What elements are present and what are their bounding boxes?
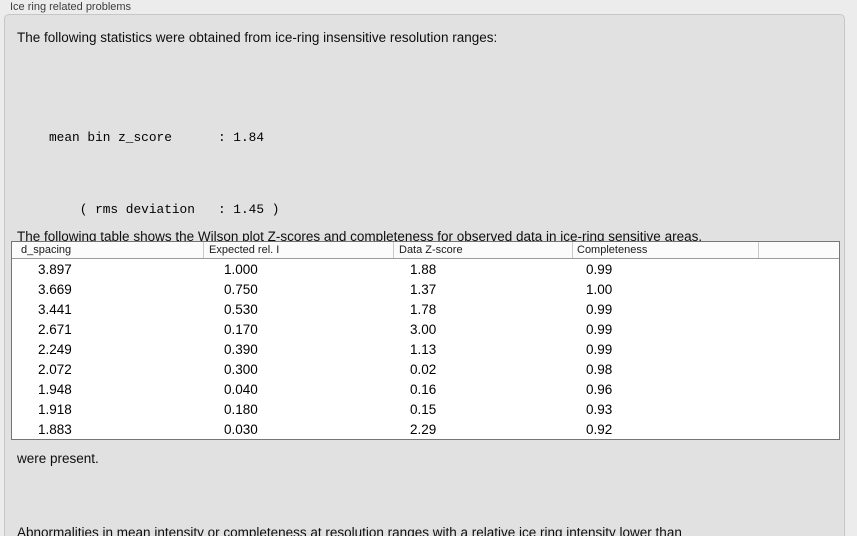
cell-expected-rel-i: 0.030 [224, 421, 258, 437]
table-row[interactable]: 2.249 0.390 1.13 0.99 [12, 339, 839, 359]
ice-ring-panel: The following statistics were obtained f… [4, 14, 845, 536]
stats-line: mean bin z_score : 1.84 [49, 130, 265, 145]
cell-expected-rel-i: 0.750 [224, 281, 258, 297]
ignore-note-text: Abnormalities in mean intensity or compl… [17, 450, 682, 536]
description-line: were present. [17, 451, 99, 466]
table-header-row: d_spacing Expected rel. I Data Z-score C… [12, 242, 839, 259]
cell-data-z-score: 0.02 [410, 361, 437, 377]
cell-data-z-score: 1.37 [410, 281, 437, 297]
cell-d-spacing: 1.883 [38, 421, 72, 437]
cell-data-z-score: 1.88 [410, 261, 437, 277]
cell-data-z-score: 1.78 [410, 301, 437, 317]
column-header-completeness[interactable]: Completeness [573, 242, 759, 258]
cell-completeness: 0.99 [586, 321, 613, 337]
table-row[interactable]: 3.669 0.750 1.37 1.00 [12, 279, 839, 299]
table-row[interactable]: 2.072 0.300 0.02 0.98 [12, 359, 839, 379]
intro-text: The following statistics were obtained f… [17, 30, 498, 45]
stats-line: ( rms deviation : 1.45 ) [49, 202, 280, 217]
ignore-note-line: Abnormalities in mean intensity or compl… [17, 525, 682, 536]
column-header-d-spacing[interactable]: d_spacing [12, 242, 204, 258]
cell-completeness: 0.99 [586, 301, 613, 317]
cell-d-spacing: 1.948 [38, 381, 72, 397]
cell-expected-rel-i: 0.390 [224, 341, 258, 357]
cell-d-spacing: 2.671 [38, 321, 72, 337]
cell-completeness: 0.93 [586, 401, 613, 417]
cell-completeness: 1.00 [586, 281, 613, 297]
table-row[interactable]: 3.441 0.530 1.78 0.99 [12, 299, 839, 319]
column-header-expected-rel-i[interactable]: Expected rel. I [204, 242, 394, 258]
cell-d-spacing: 3.441 [38, 301, 72, 317]
cell-d-spacing: 3.669 [38, 281, 72, 297]
table-body: 3.897 1.000 1.88 0.99 3.669 0.750 1.37 1… [12, 259, 839, 439]
description-line: The following table shows the Wilson plo… [17, 229, 703, 244]
column-header-data-z-score[interactable]: Data Z-score [394, 242, 573, 258]
cell-expected-rel-i: 0.300 [224, 361, 258, 377]
cell-completeness: 0.99 [586, 341, 613, 357]
cell-completeness: 0.98 [586, 361, 613, 377]
cell-completeness: 0.99 [586, 261, 613, 277]
cell-d-spacing: 2.072 [38, 361, 72, 377]
cell-d-spacing: 1.918 [38, 401, 72, 417]
table-row[interactable]: 1.918 0.180 0.15 0.93 [12, 399, 839, 419]
cell-d-spacing: 3.897 [38, 261, 72, 277]
cell-d-spacing: 2.249 [38, 341, 72, 357]
ice-ring-table: d_spacing Expected rel. I Data Z-score C… [11, 241, 840, 440]
cell-completeness: 0.96 [586, 381, 613, 397]
conclusion-text: No ice ring related problems detected. I… [17, 495, 680, 536]
cell-data-z-score: 1.13 [410, 341, 437, 357]
cell-expected-rel-i: 0.040 [224, 381, 258, 397]
cell-data-z-score: 2.29 [410, 421, 437, 437]
cell-data-z-score: 0.16 [410, 381, 437, 397]
column-header-empty[interactable] [759, 242, 839, 258]
cell-expected-rel-i: 0.170 [224, 321, 258, 337]
cell-data-z-score: 3.00 [410, 321, 437, 337]
cell-expected-rel-i: 1.000 [224, 261, 258, 277]
table-row[interactable]: 1.948 0.040 0.16 0.96 [12, 379, 839, 399]
cell-data-z-score: 0.15 [410, 401, 437, 417]
cell-expected-rel-i: 0.180 [224, 401, 258, 417]
table-row[interactable]: 2.671 0.170 3.00 0.99 [12, 319, 839, 339]
cell-completeness: 0.92 [586, 421, 613, 437]
table-row[interactable]: 3.897 1.000 1.88 0.99 [12, 259, 839, 279]
table-row[interactable]: 1.883 0.030 2.29 0.92 [12, 419, 839, 439]
cell-expected-rel-i: 0.530 [224, 301, 258, 317]
section-title: Ice ring related problems [10, 1, 132, 13]
